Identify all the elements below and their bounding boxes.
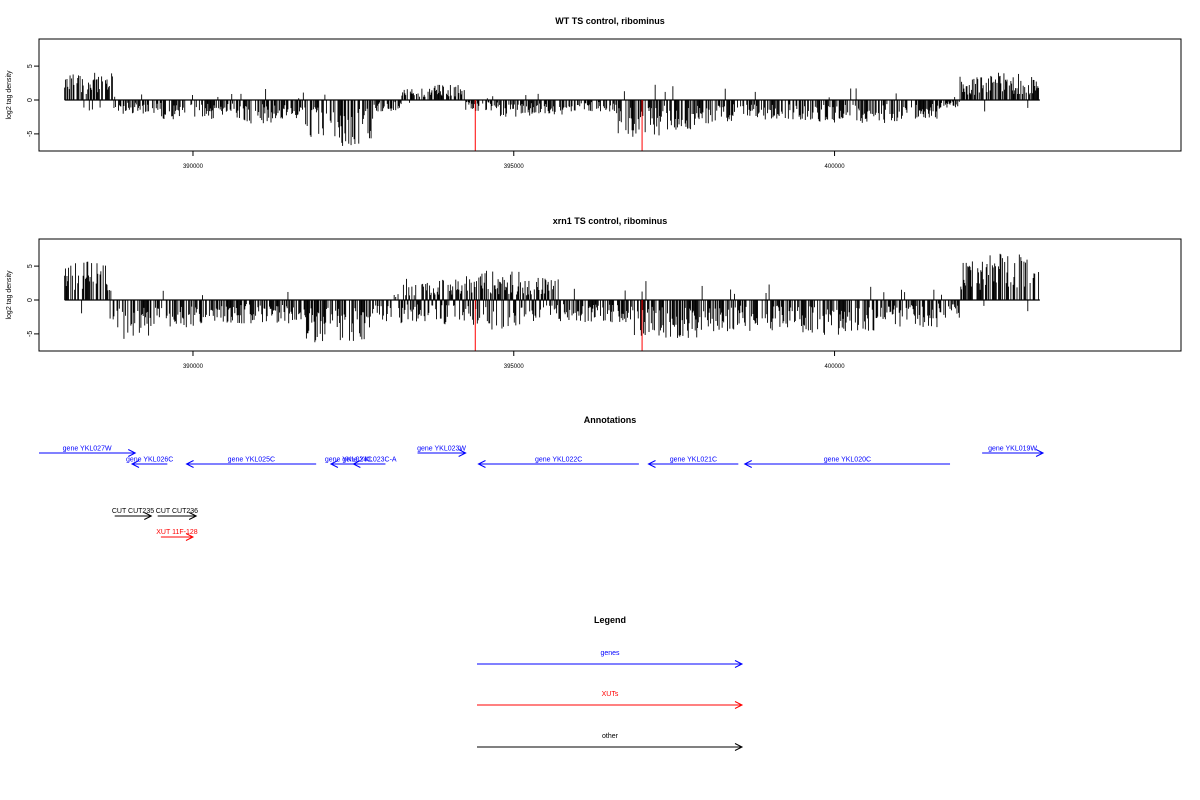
gene-arrow (477, 460, 639, 468)
wt-coverage-bars (64, 72, 1040, 151)
legend-arrow (477, 660, 744, 668)
cut-label: CUT CUT236 (156, 508, 198, 515)
cut-arrow (114, 512, 153, 520)
annotation-features: gene YKL027W gene YKL026C gene YKL025C gene… (39, 446, 1045, 541)
legend-arrow (477, 701, 744, 709)
plot-frame (38, 38, 1182, 152)
gene-arrow (352, 460, 386, 468)
xut-label: XUT 11F-128 (156, 529, 197, 536)
y-tick-label: -5 (27, 131, 34, 137)
xrn1-coverage-bars (64, 253, 1040, 351)
gene-label: gene YKL021C (670, 457, 717, 464)
wt-panel-title: WT TS control, ribominus (555, 16, 665, 26)
gene-label: gene YKL026C (126, 457, 173, 464)
gene-label: gene YKL025C (228, 457, 275, 464)
y-tick-label: 0 (27, 298, 34, 302)
gene-label: gene YKL024C (325, 457, 372, 464)
legend-title: Legend (594, 615, 626, 625)
legend-items: genes XUTs other (477, 650, 744, 751)
wt-panel-ylabel: log2 tag density (6, 70, 13, 120)
gene-label: gene YKL022C (535, 457, 582, 464)
gene-arrow (417, 449, 467, 457)
gene-label: gene YKL023W (417, 446, 466, 453)
gene-arrow (647, 460, 739, 468)
x-tick-label: 395000 (504, 364, 525, 370)
cut-arrow (157, 512, 198, 520)
gene-arrow (743, 460, 951, 468)
xrn1-coverage-panel: xrn1 TS control, ribominus log2 tag dens… (6, 216, 1182, 370)
y-tick-label: -5 (27, 331, 34, 337)
legend-arrow (477, 743, 744, 751)
y-tick-label: 5 (27, 64, 34, 68)
x-tick-label: 390000 (183, 164, 204, 170)
gene-label: gene YKL027W (63, 446, 112, 453)
gene-label: gene YKL019W (988, 446, 1037, 453)
cut-label: CUT CUT235 (112, 508, 154, 515)
plot-frame (38, 238, 1182, 352)
legend-label: genes (600, 650, 620, 657)
x-tick-label: 395000 (504, 164, 525, 170)
wt-panel-axes: 390000 395000 400000 -5 0 5 (27, 38, 1182, 170)
gene-arrow (39, 449, 137, 457)
gene-label: gene YKL020C (824, 457, 871, 464)
xrn1-panel-ylabel: log2 tag density (6, 270, 13, 320)
x-tick-label: 400000 (825, 164, 846, 170)
gene-label: gene YKL023C-A (342, 457, 397, 464)
xrn1-panel-axes: 390000 395000 400000 -5 0 5 (27, 238, 1182, 370)
annotations-title: Annotations (584, 415, 637, 425)
legend: Legend genes XUTs other (477, 615, 744, 751)
gene-arrow (185, 460, 317, 468)
xut-arrow (160, 533, 195, 541)
y-tick-label: 5 (27, 264, 34, 268)
wt-coverage-panel: WT TS control, ribominus log2 tag densit… (6, 16, 1182, 170)
gene-arrow (130, 460, 168, 468)
gene-arrow (982, 449, 1045, 457)
legend-label: other (602, 733, 619, 740)
legend-label: XUTs (602, 691, 619, 698)
xrn1-panel-title: xrn1 TS control, ribominus (553, 216, 668, 226)
x-tick-label: 400000 (825, 364, 846, 370)
y-tick-label: 0 (27, 98, 34, 102)
x-tick-label: 390000 (183, 364, 204, 370)
